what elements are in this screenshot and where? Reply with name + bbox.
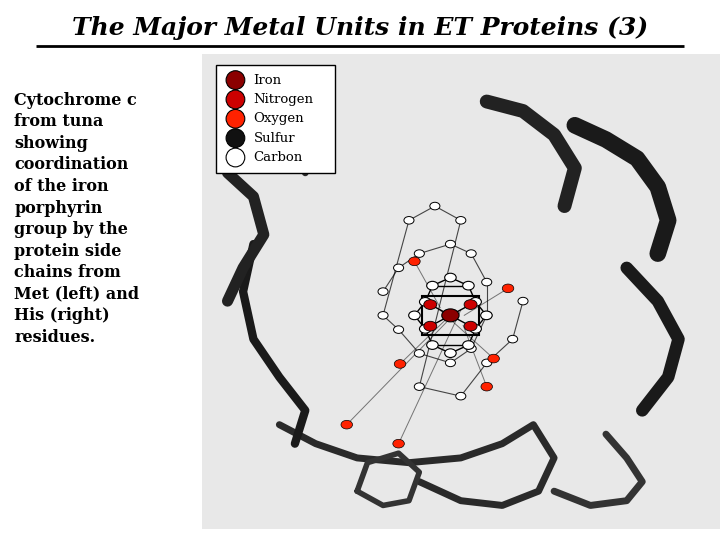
- Circle shape: [482, 312, 492, 319]
- Circle shape: [420, 325, 431, 333]
- Circle shape: [378, 288, 388, 295]
- Circle shape: [393, 440, 405, 448]
- Circle shape: [424, 321, 437, 331]
- Circle shape: [446, 240, 456, 248]
- Circle shape: [481, 382, 492, 391]
- Text: The Major Metal Units in ET Proteins (3): The Major Metal Units in ET Proteins (3): [72, 16, 648, 40]
- Circle shape: [456, 217, 466, 224]
- Circle shape: [424, 300, 437, 309]
- Ellipse shape: [226, 110, 245, 128]
- Text: Sulfur: Sulfur: [253, 132, 295, 145]
- Circle shape: [488, 354, 500, 363]
- Circle shape: [464, 300, 477, 309]
- Circle shape: [466, 345, 476, 353]
- Ellipse shape: [226, 71, 245, 90]
- Ellipse shape: [226, 148, 245, 167]
- Circle shape: [518, 298, 528, 305]
- Circle shape: [420, 298, 431, 306]
- Circle shape: [341, 420, 353, 429]
- Ellipse shape: [226, 90, 245, 109]
- Circle shape: [378, 312, 388, 319]
- Text: Iron: Iron: [253, 73, 282, 86]
- Text: Cytochrome c
from tuna
showing
coordination
of the iron
porphyrin
group by the
p: Cytochrome c from tuna showing coordinat…: [14, 92, 140, 346]
- Text: Nitrogen: Nitrogen: [253, 93, 313, 106]
- Circle shape: [463, 281, 474, 290]
- Circle shape: [446, 359, 456, 367]
- Circle shape: [427, 281, 438, 290]
- Circle shape: [470, 325, 482, 333]
- Circle shape: [482, 278, 492, 286]
- Circle shape: [503, 284, 514, 293]
- Circle shape: [395, 360, 406, 368]
- Ellipse shape: [226, 129, 245, 147]
- Text: Carbon: Carbon: [253, 151, 302, 164]
- Circle shape: [466, 250, 476, 258]
- Circle shape: [394, 326, 404, 333]
- Circle shape: [508, 335, 518, 343]
- Circle shape: [409, 311, 420, 320]
- Circle shape: [481, 311, 492, 320]
- Bar: [422, 296, 480, 335]
- Circle shape: [427, 341, 438, 349]
- Circle shape: [482, 359, 492, 367]
- Circle shape: [414, 349, 424, 357]
- Circle shape: [442, 309, 459, 322]
- FancyBboxPatch shape: [202, 54, 720, 529]
- Circle shape: [394, 264, 404, 272]
- Circle shape: [404, 217, 414, 224]
- Text: Oxygen: Oxygen: [253, 112, 304, 125]
- Circle shape: [414, 250, 424, 258]
- Circle shape: [445, 273, 456, 282]
- Circle shape: [470, 298, 482, 306]
- Circle shape: [445, 349, 456, 357]
- Circle shape: [414, 383, 424, 390]
- Circle shape: [430, 202, 440, 210]
- Circle shape: [409, 257, 420, 266]
- FancyBboxPatch shape: [216, 65, 335, 173]
- Circle shape: [464, 321, 477, 331]
- Circle shape: [463, 341, 474, 349]
- Circle shape: [456, 393, 466, 400]
